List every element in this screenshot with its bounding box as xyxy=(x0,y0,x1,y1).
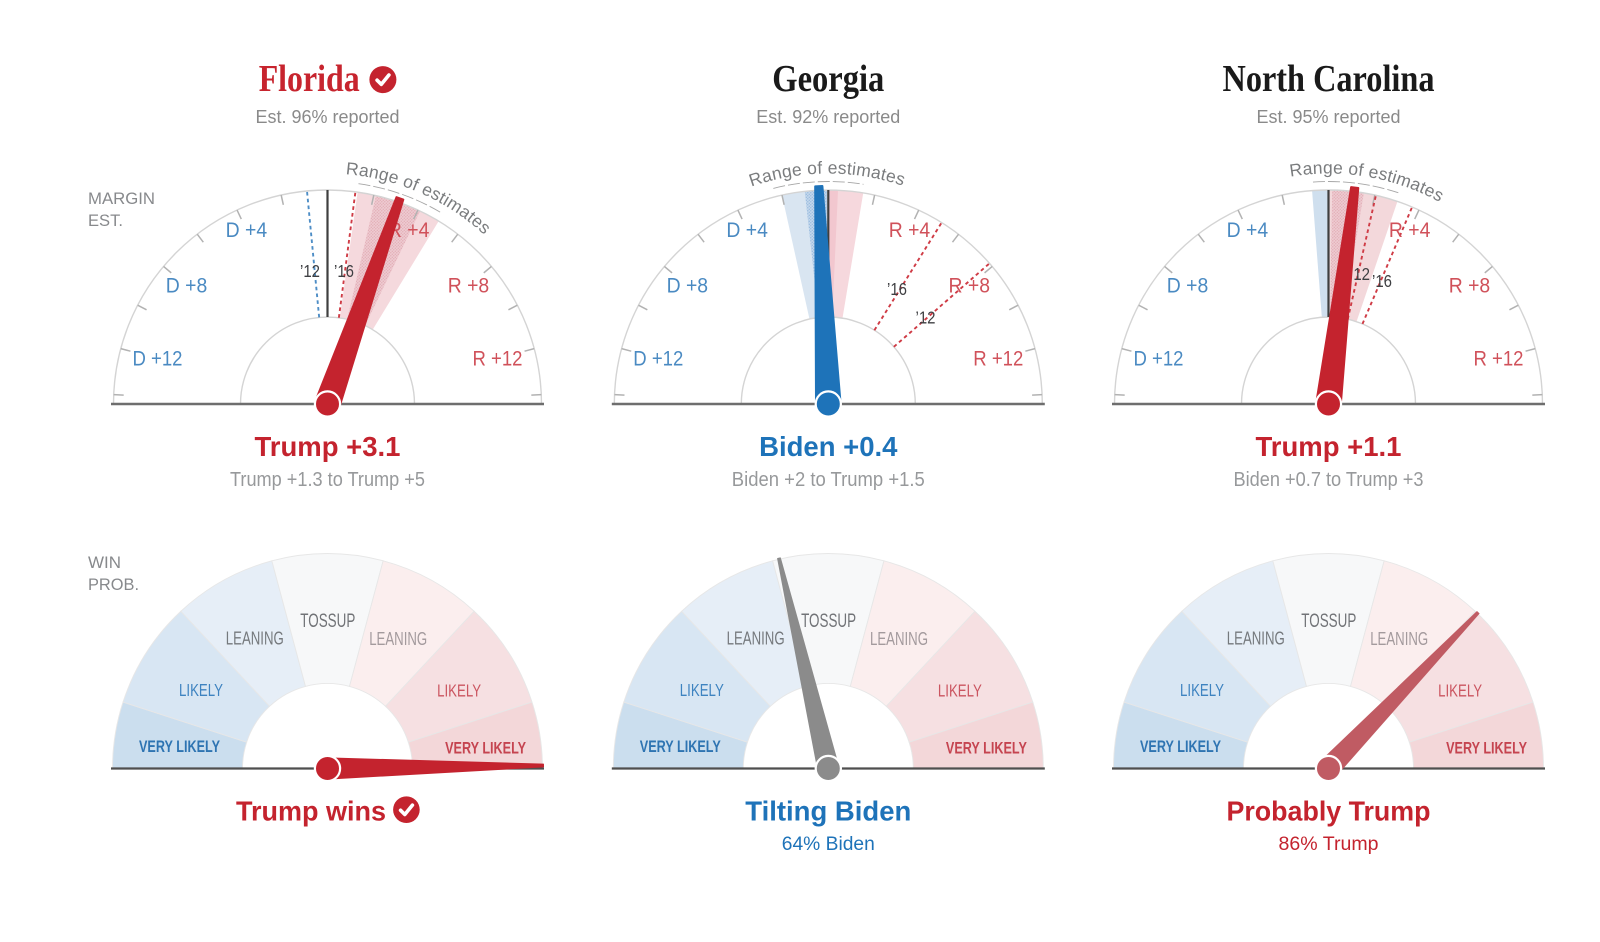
svg-text:R +8: R +8 xyxy=(448,275,490,298)
svg-text:R +4: R +4 xyxy=(388,219,430,242)
svg-text:Tilting Biden: Tilting Biden xyxy=(745,796,911,827)
svg-text:LIKELY: LIKELY xyxy=(179,680,223,700)
svg-text:86% Trump: 86% Trump xyxy=(1279,833,1379,855)
svg-text:D +8: D +8 xyxy=(166,275,208,298)
svg-text:Est. 92% reported: Est. 92% reported xyxy=(756,106,900,127)
svg-text:LEANING: LEANING xyxy=(727,629,785,649)
svg-text:LEANING: LEANING xyxy=(1370,629,1428,649)
svg-text:R +4: R +4 xyxy=(889,219,931,242)
svg-text:Biden +0.4: Biden +0.4 xyxy=(759,431,898,462)
svg-text:’12: ’12 xyxy=(916,308,936,328)
svg-text:D +12: D +12 xyxy=(133,347,183,370)
svg-text:’12: ’12 xyxy=(300,261,320,281)
svg-text:64% Biden: 64% Biden xyxy=(782,833,875,855)
svg-text:R +12: R +12 xyxy=(473,347,523,370)
svg-text:TOSSUP: TOSSUP xyxy=(300,611,355,632)
svg-text:VERY LIKELY: VERY LIKELY xyxy=(445,739,526,758)
svg-text:D +4: D +4 xyxy=(726,219,768,242)
svg-text:EST.: EST. xyxy=(88,211,123,230)
svg-text:R +8: R +8 xyxy=(1449,275,1491,298)
svg-text:PROB.: PROB. xyxy=(88,575,139,594)
svg-text:LEANING: LEANING xyxy=(1227,629,1285,649)
svg-text:Trump +1.3 to Trump +5: Trump +1.3 to Trump +5 xyxy=(230,469,425,491)
svg-text:VERY LIKELY: VERY LIKELY xyxy=(1140,737,1221,756)
svg-text:D +8: D +8 xyxy=(667,275,709,298)
svg-text:MARGIN: MARGIN xyxy=(88,189,155,208)
svg-text:D +4: D +4 xyxy=(1227,219,1269,242)
svg-text:TOSSUP: TOSSUP xyxy=(1301,611,1356,632)
svg-text:WIN: WIN xyxy=(88,553,121,572)
svg-text:’12: ’12 xyxy=(1350,264,1370,284)
svg-text:D +8: D +8 xyxy=(1167,275,1209,298)
svg-text:LEANING: LEANING xyxy=(226,629,284,649)
svg-text:LEANING: LEANING xyxy=(369,629,427,649)
svg-text:VERY LIKELY: VERY LIKELY xyxy=(946,739,1027,758)
svg-text:Est. 95% reported: Est. 95% reported xyxy=(1257,106,1401,127)
svg-text:D +12: D +12 xyxy=(633,347,683,370)
svg-text:LIKELY: LIKELY xyxy=(1438,680,1482,700)
svg-text:’16: ’16 xyxy=(887,279,907,299)
svg-text:TOSSUP: TOSSUP xyxy=(801,611,856,632)
svg-text:VERY LIKELY: VERY LIKELY xyxy=(139,737,220,756)
svg-text:Biden +2 to Trump +1.5: Biden +2 to Trump +1.5 xyxy=(732,469,925,491)
svg-text:LIKELY: LIKELY xyxy=(1180,680,1224,700)
svg-text:Probably Trump: Probably Trump xyxy=(1227,796,1431,827)
svg-text:Est. 96% reported: Est. 96% reported xyxy=(256,106,400,127)
svg-text:R +12: R +12 xyxy=(1474,347,1524,370)
svg-text:’16: ’16 xyxy=(334,261,354,281)
svg-text:LIKELY: LIKELY xyxy=(680,680,724,700)
svg-text:Trump wins: Trump wins xyxy=(236,796,386,827)
svg-text:VERY LIKELY: VERY LIKELY xyxy=(1446,739,1527,758)
svg-text:LIKELY: LIKELY xyxy=(938,680,982,700)
svg-text:R +4: R +4 xyxy=(1389,219,1431,242)
svg-text:North Carolina: North Carolina xyxy=(1223,58,1435,100)
svg-text:LEANING: LEANING xyxy=(870,629,928,649)
svg-text:Trump +1.1: Trump +1.1 xyxy=(1256,431,1402,462)
svg-text:VERY LIKELY: VERY LIKELY xyxy=(640,737,721,756)
svg-text:R +12: R +12 xyxy=(973,347,1023,370)
svg-text:’16: ’16 xyxy=(1372,271,1392,291)
svg-text:D +4: D +4 xyxy=(226,219,268,242)
svg-text:R +8: R +8 xyxy=(949,275,991,298)
svg-text:Trump +3.1: Trump +3.1 xyxy=(255,431,401,462)
svg-text:Florida: Florida xyxy=(259,58,360,100)
svg-text:Biden +0.7 to Trump +3: Biden +0.7 to Trump +3 xyxy=(1234,469,1424,491)
svg-text:Georgia: Georgia xyxy=(772,58,884,100)
svg-text:LIKELY: LIKELY xyxy=(437,680,481,700)
svg-text:D +12: D +12 xyxy=(1134,347,1184,370)
